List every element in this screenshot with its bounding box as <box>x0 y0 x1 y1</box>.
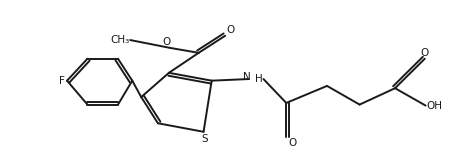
Text: F: F <box>59 76 65 86</box>
Text: O: O <box>162 37 170 47</box>
Text: CH₃: CH₃ <box>110 35 129 45</box>
Text: N: N <box>243 72 250 82</box>
Text: OH: OH <box>426 101 442 111</box>
Text: H: H <box>254 74 262 84</box>
Text: O: O <box>288 138 296 148</box>
Text: S: S <box>201 134 207 144</box>
Text: O: O <box>420 48 428 58</box>
Text: O: O <box>226 25 234 35</box>
